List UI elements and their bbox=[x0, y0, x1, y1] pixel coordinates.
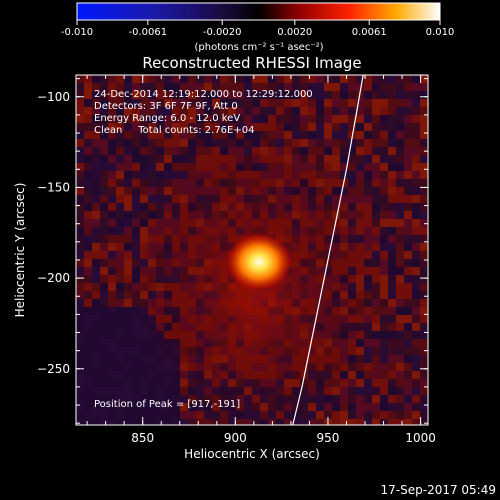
heatmap-image bbox=[76, 75, 428, 425]
x-tick-label: 900 bbox=[224, 431, 247, 445]
annotation-energy-range: Energy Range: 6.0 - 12.0 keV bbox=[94, 113, 240, 124]
chart-title: Reconstructed RHESSI Image bbox=[142, 54, 361, 72]
y-tick-label: −250 bbox=[37, 362, 70, 376]
x-tick-label: 850 bbox=[131, 431, 154, 445]
plot-frame bbox=[75, 74, 429, 426]
solar-limb-curve bbox=[292, 75, 364, 425]
annotation-block: 24-Dec-2014 12:19:12.000 to 12:29:12.000… bbox=[94, 89, 313, 410]
y-tick-label: −100 bbox=[37, 90, 70, 104]
colorbar-unit-label: (photons cm⁻² s⁻¹ asec⁻²) bbox=[194, 42, 323, 53]
x-axis: 850 900 950 1000 bbox=[86, 75, 436, 445]
y-tick-label: −150 bbox=[37, 180, 70, 194]
annotation-total-counts: Clean Total counts: 2.76E+04 bbox=[94, 125, 254, 136]
annotation-peak-position: Position of Peak = [917,-191] bbox=[94, 399, 240, 410]
annotation-time-range: 24-Dec-2014 12:19:12.000 to 12:29:12.000 bbox=[94, 89, 313, 100]
x-axis-label: Heliocentric X (arcsec) bbox=[184, 447, 320, 461]
flare-source bbox=[225, 232, 293, 292]
colorbar-ticks: -0.010 -0.0061 -0.0020 0.0020 0.0061 0.010 bbox=[61, 20, 454, 38]
colorbar-tick-label: -0.0061 bbox=[128, 27, 167, 38]
colorbar-tick-label: 0.0020 bbox=[277, 27, 312, 38]
colorbar-tick-label: -0.0020 bbox=[203, 27, 242, 38]
timestamp: 17-Sep-2017 05:49 bbox=[381, 483, 496, 497]
colorbar-tick-label: 0.010 bbox=[426, 27, 455, 38]
colorbar bbox=[76, 2, 441, 21]
colorbar-tick-label: 0.0061 bbox=[352, 27, 387, 38]
y-axis-label: Heliocentric Y (arcsec) bbox=[13, 183, 27, 318]
x-tick-label: 950 bbox=[317, 431, 340, 445]
annotation-detectors: Detectors: 3F 6F 7F 9F, Att 0 bbox=[94, 101, 238, 112]
x-tick-label: 1000 bbox=[405, 431, 436, 445]
y-axis: −100 −150 −200 −250 bbox=[37, 78, 428, 424]
colorbar-tick-label: -0.010 bbox=[61, 27, 93, 38]
y-tick-label: −200 bbox=[37, 271, 70, 285]
